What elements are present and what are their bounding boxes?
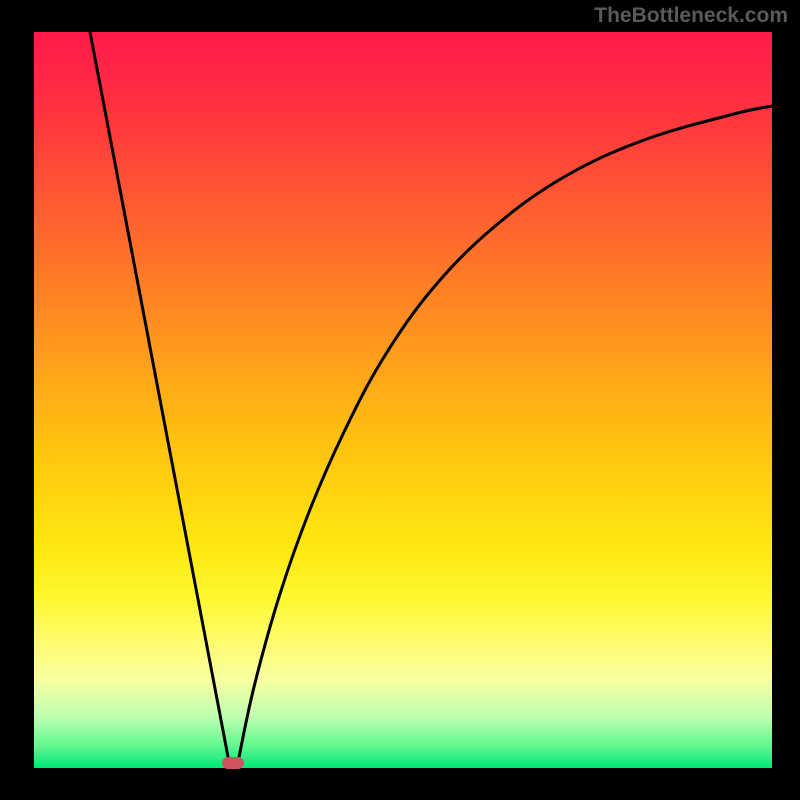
minimum-marker — [222, 757, 244, 769]
curve-left-branch — [90, 32, 229, 762]
bottleneck-curve — [34, 32, 772, 768]
chart-plot-area — [34, 32, 772, 768]
curve-right-branch — [238, 106, 772, 762]
watermark-text: TheBottleneck.com — [594, 4, 788, 28]
